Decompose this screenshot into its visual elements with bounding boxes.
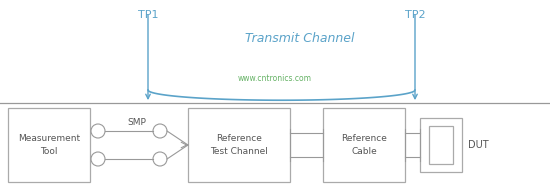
Text: TP1: TP1 (138, 10, 158, 20)
Text: SMP: SMP (128, 118, 146, 127)
Text: Reference
Cable: Reference Cable (341, 134, 387, 156)
Ellipse shape (153, 124, 167, 138)
Text: DUT: DUT (468, 140, 488, 150)
Bar (420, 118, 462, 172)
Ellipse shape (91, 124, 105, 138)
Text: TP2: TP2 (405, 10, 425, 20)
Ellipse shape (153, 152, 167, 166)
Text: Measurement
Tool: Measurement Tool (18, 134, 80, 156)
Bar (429, 126, 453, 164)
Text: www.cntronics.com: www.cntronics.com (238, 73, 312, 83)
Ellipse shape (91, 152, 105, 166)
Text: Reference
Test Channel: Reference Test Channel (210, 134, 268, 156)
Bar (8, 108, 90, 182)
Bar (188, 108, 290, 182)
Bar (323, 108, 405, 182)
Text: Transmit Channel: Transmit Channel (245, 31, 355, 44)
